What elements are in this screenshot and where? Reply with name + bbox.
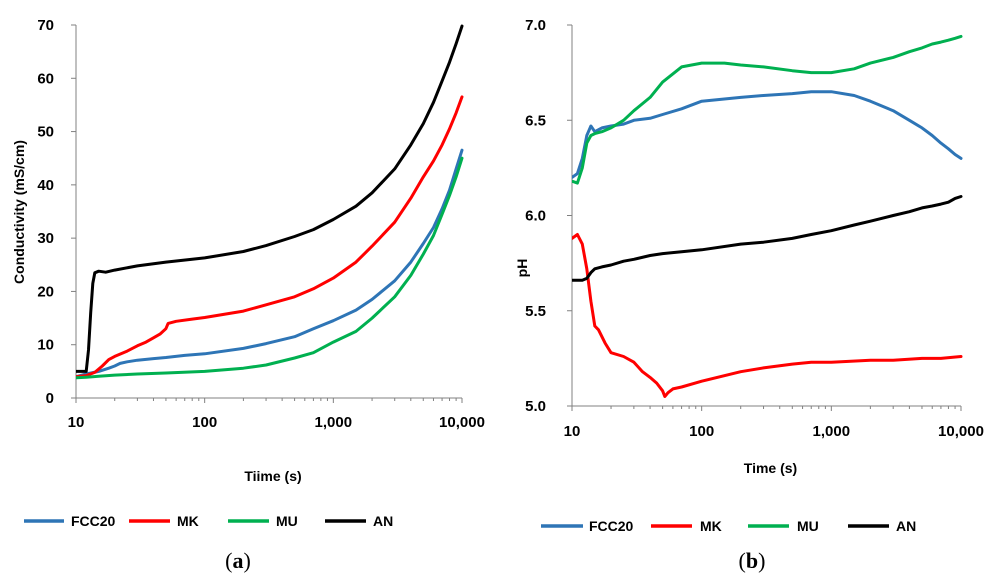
y-tick-label: 0	[46, 390, 54, 407]
panel-label-a: (a)	[225, 548, 251, 573]
y-axis-title: pH	[514, 259, 530, 278]
panel-a: 0 10 20 30 40 50 60 70 10 100 1,000 10,000 Tiime (s)…	[11, 17, 485, 529]
y-tick-label: 40	[37, 177, 54, 194]
x-tick-label: 10	[68, 414, 85, 431]
legend-label-mu: MU	[797, 518, 819, 534]
axes: 5.0 5.5 6.0 6.5 7.0 10 100 1,000 10,000	[525, 17, 984, 440]
y-tick-label: 50	[37, 124, 54, 141]
series-group	[76, 24, 464, 380]
x-tick-label: 10,000	[938, 423, 984, 440]
y-tick-label: 7.0	[525, 17, 546, 34]
series-line-fcc20	[572, 90, 963, 179]
legend: FCC20 MK MU AN	[541, 518, 916, 534]
series-group	[572, 34, 963, 398]
legend-label-an: AN	[896, 518, 916, 534]
x-axis-title: Time (s)	[744, 460, 797, 476]
legend-label-fcc20: FCC20	[71, 513, 116, 529]
legend-label-an: AN	[373, 513, 393, 529]
y-tick-label: 20	[37, 283, 54, 300]
panel-label-b: (b)	[739, 548, 766, 573]
legend: FCC20 MK MU AN	[24, 513, 393, 529]
series-line-mu	[572, 34, 963, 185]
series-line-an	[76, 24, 464, 373]
y-tick-label: 60	[37, 70, 54, 87]
x-tick-label: 100	[689, 423, 714, 440]
legend-label-mk: MK	[177, 513, 199, 529]
series-line-mu	[76, 156, 464, 380]
legend-label-fcc20: FCC20	[589, 518, 634, 534]
x-axis-title: Tiime (s)	[244, 468, 301, 484]
x-tick-label: 10	[564, 423, 581, 440]
x-tick-label: 10,000	[439, 414, 485, 431]
x-tick-label: 1,000	[813, 423, 851, 440]
y-tick-label: 10	[37, 337, 54, 354]
y-tick-label: 30	[37, 230, 54, 247]
series-line-mk	[76, 95, 464, 379]
axes: 0 10 20 30 40 50 60 70 10 100 1,000 10,000	[37, 17, 485, 431]
x-tick-label: 100	[192, 414, 217, 431]
y-tick-label: 6.0	[525, 208, 546, 225]
y-tick-label: 6.5	[525, 112, 546, 129]
series-line-an	[572, 195, 963, 282]
x-tick-label: 1,000	[315, 414, 353, 431]
legend-label-mk: MK	[700, 518, 722, 534]
series-line-mk	[572, 233, 963, 398]
panel-b: 5.0 5.5 6.0 6.5 7.0 10 100 1,000 10,000 Time (s) p…	[514, 17, 984, 534]
y-tick-label: 5.0	[525, 398, 546, 415]
y-axis-title: Conductivity (mS/cm)	[11, 140, 27, 284]
y-tick-label: 5.5	[525, 303, 546, 320]
series-line-fcc20	[76, 148, 464, 379]
legend-label-mu: MU	[276, 513, 298, 529]
y-tick-label: 70	[37, 17, 54, 34]
